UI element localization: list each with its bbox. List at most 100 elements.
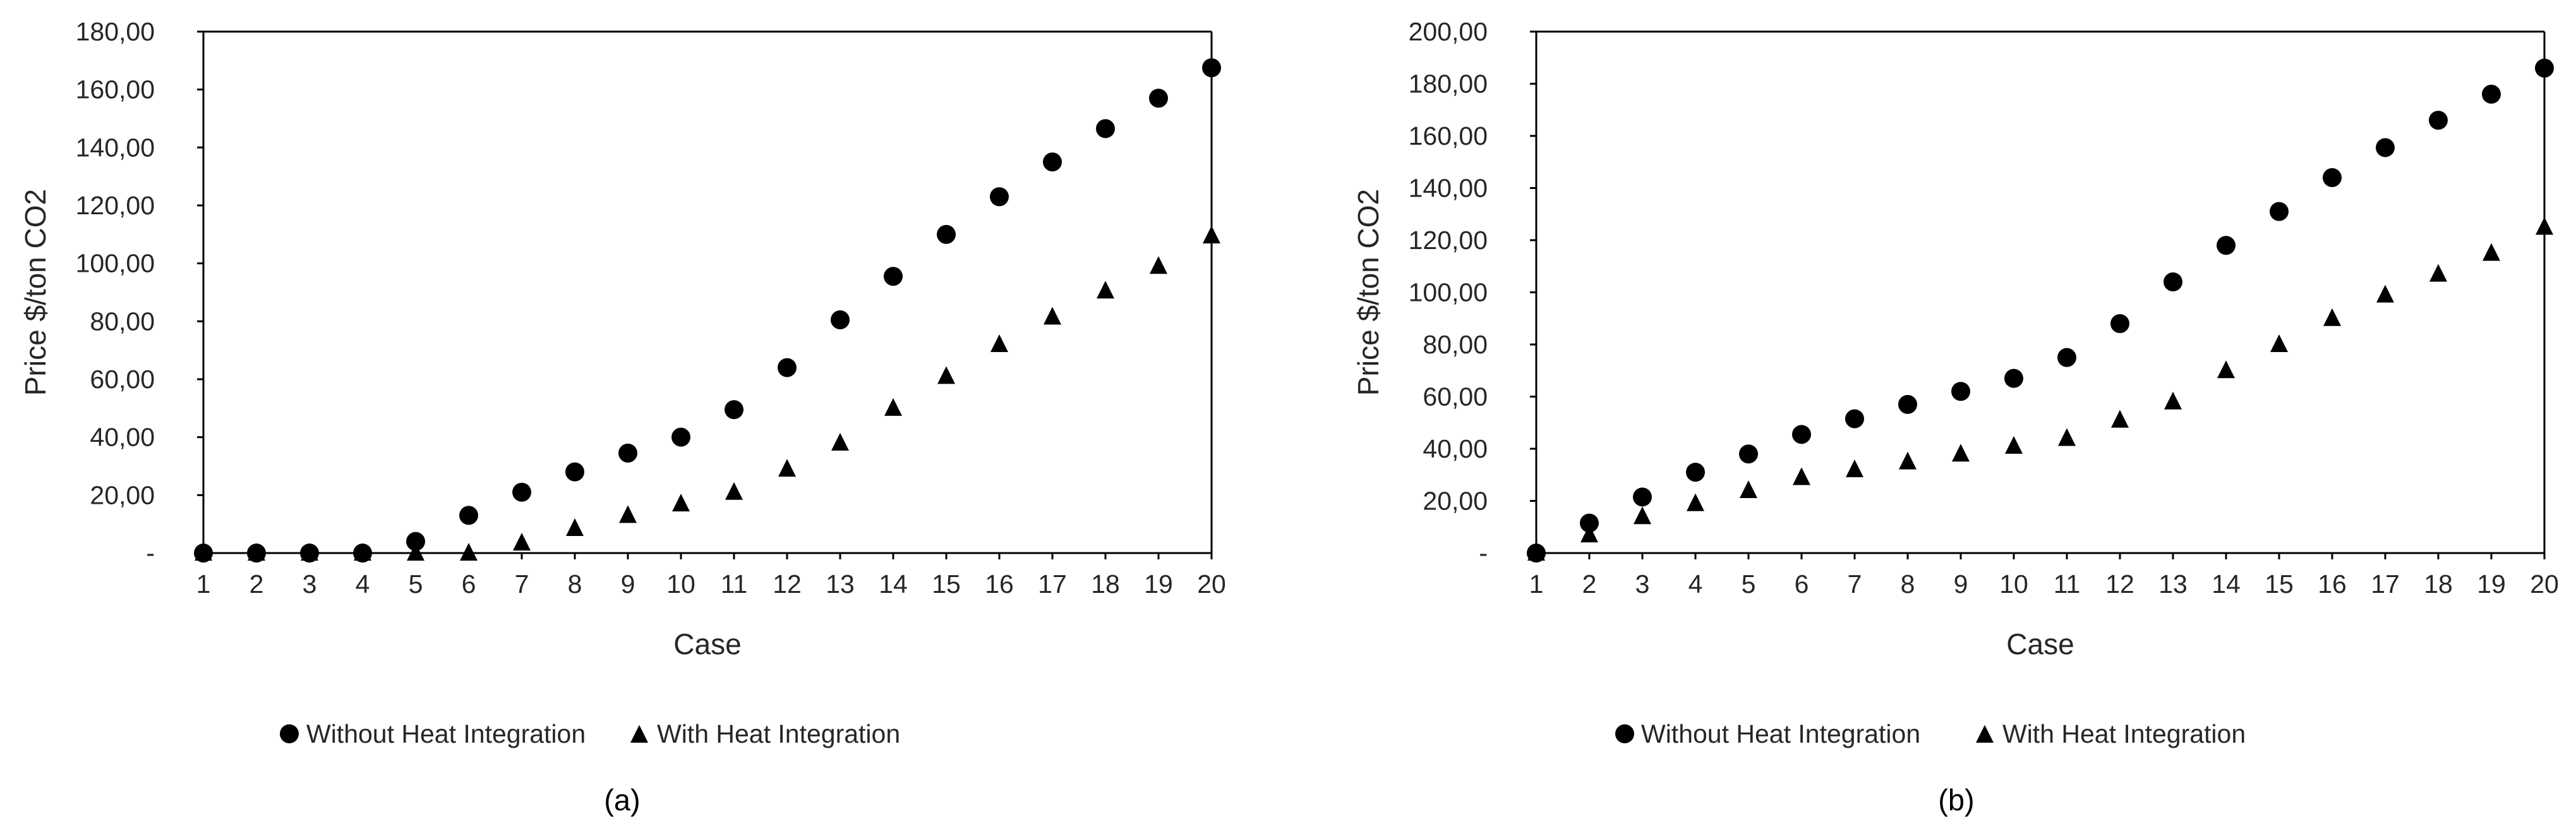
x-tick-label: 15: [2265, 569, 2294, 599]
y-tick-label: 100,00: [1409, 278, 1488, 307]
data-point-with-heat: [354, 543, 371, 561]
data-point-without-heat: [1633, 487, 1652, 507]
x-tick-label: 14: [879, 569, 908, 599]
data-point-without-heat: [1845, 409, 1864, 429]
data-point-with-heat: [2005, 435, 2023, 454]
y-tick-label: 80,00: [1423, 330, 1488, 359]
data-point-with-heat: [301, 543, 318, 561]
y-tick-label: 100,00: [76, 249, 155, 278]
x-tick-label: 3: [303, 569, 317, 599]
x-tick-label: 17: [1038, 569, 1067, 599]
data-point-with-heat: [884, 398, 902, 416]
data-point-without-heat: [671, 427, 690, 447]
data-point-with-heat: [460, 543, 478, 561]
data-point-without-heat: [459, 506, 478, 525]
data-point-with-heat: [1097, 281, 1114, 299]
x-tick-label: 19: [1144, 569, 1173, 599]
data-point-without-heat: [1739, 444, 1758, 464]
x-tick-label: 13: [2158, 569, 2188, 599]
x-axis-title: Case: [673, 628, 741, 661]
data-point-with-heat: [2270, 334, 2288, 352]
x-tick-label: 3: [1635, 569, 1650, 599]
data-point-without-heat: [2270, 202, 2289, 221]
data-point-with-heat: [2217, 360, 2235, 379]
data-point-without-heat: [512, 482, 531, 502]
y-tick-label: -: [146, 539, 155, 568]
data-point-with-heat: [2483, 243, 2500, 261]
data-point-with-heat: [248, 543, 265, 561]
data-point-with-heat: [1044, 307, 1061, 325]
x-tick-label: 11: [721, 569, 748, 599]
x-tick-label: 12: [773, 569, 802, 599]
data-point-without-heat: [990, 187, 1009, 207]
data-point-without-heat: [2164, 272, 2182, 291]
panel-label: (b): [1938, 783, 1974, 817]
panel-label: (a): [604, 783, 640, 817]
y-tick-label: 160,00: [76, 75, 155, 104]
data-point-without-heat: [725, 400, 743, 420]
y-tick-label: 80,00: [90, 307, 155, 336]
legend-label-without-heat: Without Heat Integration: [306, 719, 586, 748]
data-point-without-heat: [1580, 513, 1599, 533]
y-tick-label: 200,00: [1409, 17, 1488, 46]
data-point-without-heat: [778, 358, 797, 377]
x-tick-label: 16: [985, 569, 1014, 599]
x-tick-label: 8: [1901, 569, 1915, 599]
y-tick-label: -: [1479, 539, 1488, 568]
data-point-with-heat: [1203, 226, 1220, 244]
data-point-with-heat: [778, 459, 796, 477]
y-tick-label: 60,00: [90, 365, 155, 394]
data-point-with-heat: [1899, 451, 1917, 470]
data-point-with-heat: [2323, 308, 2341, 326]
legend-label-with-heat: With Heat Integration: [657, 719, 900, 748]
x-tick-label: 10: [666, 569, 695, 599]
data-point-without-heat: [1951, 382, 1970, 401]
data-point-without-heat: [2482, 85, 2501, 104]
data-point-with-heat: [2429, 264, 2447, 282]
data-point-with-heat: [195, 543, 212, 561]
data-point-without-heat: [2057, 348, 2076, 367]
x-tick-label: 16: [2318, 569, 2347, 599]
data-point-with-heat: [2536, 217, 2553, 235]
y-tick-label: 140,00: [1409, 174, 1488, 203]
legend-circle-marker: [1615, 724, 1634, 743]
y-tick-label: 40,00: [1423, 434, 1488, 463]
x-tick-label: 19: [2477, 569, 2506, 599]
x-tick-label: 2: [1582, 569, 1597, 599]
x-tick-label: 5: [1742, 569, 1756, 599]
data-point-without-heat: [1202, 58, 1221, 78]
data-point-without-heat: [1043, 152, 1062, 172]
data-point-without-heat: [2429, 111, 2448, 130]
data-point-without-heat: [1096, 119, 1115, 138]
x-tick-label: 18: [2424, 569, 2453, 599]
legend-triangle-marker: [630, 725, 648, 743]
data-point-with-heat: [619, 505, 637, 523]
data-point-with-heat: [1634, 506, 1651, 525]
data-point-with-heat: [2164, 391, 2182, 410]
x-tick-label: 4: [356, 569, 370, 599]
y-tick-label: 60,00: [1423, 382, 1488, 411]
y-tick-label: 160,00: [1409, 121, 1488, 150]
x-tick-label: 17: [2371, 569, 2400, 599]
x-tick-label: 7: [1848, 569, 1862, 599]
data-point-without-heat: [565, 462, 584, 482]
data-point-with-heat: [1952, 444, 1970, 462]
data-point-without-heat: [1686, 463, 1705, 482]
legend-label-without-heat: Without Heat Integration: [1641, 719, 1920, 748]
x-tick-label: 14: [2212, 569, 2241, 599]
chart-panel-a: - 20,00 40,00 60,00 80,00 100,00 120,00 140,00 1…: [19, 17, 1226, 817]
x-tick-label: 10: [1999, 569, 2028, 599]
data-point-with-heat: [513, 532, 531, 551]
chart-panel-b: - 20,00 40,00 60,00 80,00 100,00 120,00 140,00 1…: [1352, 17, 2559, 817]
y-tick-label: 140,00: [76, 133, 155, 162]
y-tick-label: 120,00: [1409, 226, 1488, 255]
data-point-with-heat: [1150, 256, 1167, 274]
y-axis-title: Price $/ton CO2: [19, 189, 52, 396]
x-tick-label: 7: [515, 569, 529, 599]
x-tick-label: 18: [1091, 569, 1120, 599]
data-point-with-heat: [1793, 467, 1810, 485]
data-point-with-heat: [1740, 480, 1757, 498]
data-point-with-heat: [672, 494, 690, 512]
data-point-with-heat: [725, 482, 743, 500]
